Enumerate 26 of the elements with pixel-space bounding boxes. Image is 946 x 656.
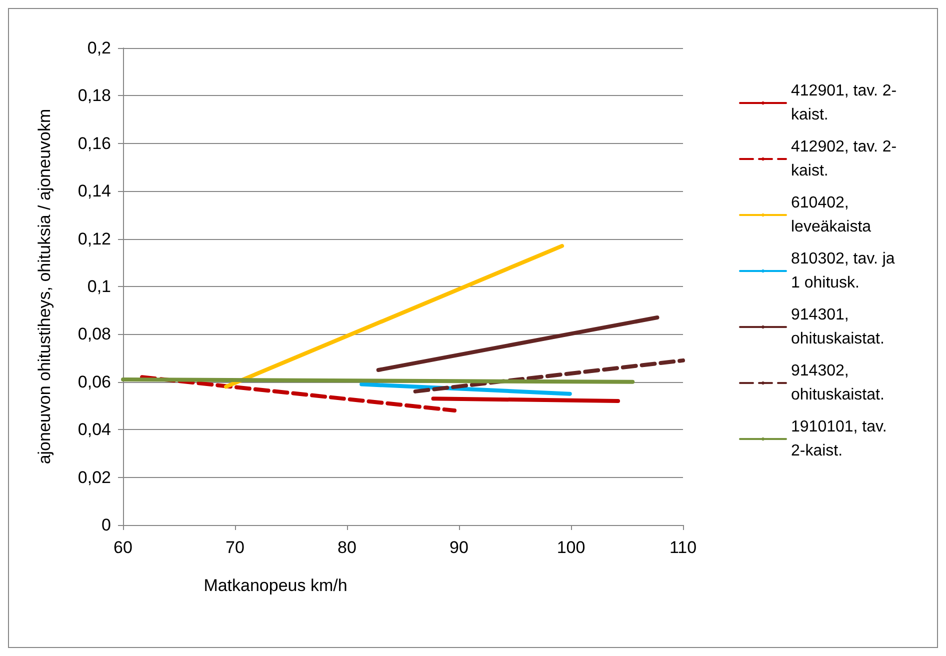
legend-label: 914301, ohituskaistat. — [791, 306, 884, 348]
x-tick-label: 110 — [669, 538, 697, 557]
x-tick-label: 60 — [114, 538, 132, 557]
x-tick-label: 70 — [226, 538, 244, 557]
y-tick-label: 0,04 — [78, 420, 111, 440]
legend-label: 1910101, tav. 2-kaist. — [791, 418, 887, 460]
y-tick-label: 0 — [102, 516, 111, 534]
y-tick-label: 0,08 — [78, 324, 111, 344]
x-tick-label: 100 — [556, 538, 586, 557]
legend-label: 610402, leveäkaista — [791, 194, 872, 236]
x-axis-title: Matkanopeus km/h — [204, 576, 348, 595]
y-tick-label: 0,2 — [87, 38, 111, 58]
y-tick-label: 0,1 — [87, 277, 111, 296]
legend-label: 412902, tav. 2-kaist. — [791, 138, 897, 180]
y-axis-title: ajoneuvon ohitustiheys, ohituksia / ajoneuvokm — [35, 108, 54, 464]
y-tick-label: 0,14 — [78, 182, 111, 201]
y-tick-label: 0,16 — [78, 134, 111, 153]
y-tick-label: 0,06 — [78, 372, 111, 392]
legend-label: 810302, tav. ja 1 ohitusk. — [791, 250, 895, 292]
x-tick-label: 80 — [338, 538, 356, 557]
legend-label: 412901, tav. 2-kaist. — [791, 82, 897, 124]
legend-label: 914302, ohituskaistat. — [791, 362, 884, 404]
y-tick-label: 0,02 — [78, 468, 111, 487]
y-tick-label: 0,12 — [78, 229, 111, 248]
y-tick-label: 0,18 — [78, 86, 111, 106]
x-tick-label: 90 — [450, 538, 468, 557]
